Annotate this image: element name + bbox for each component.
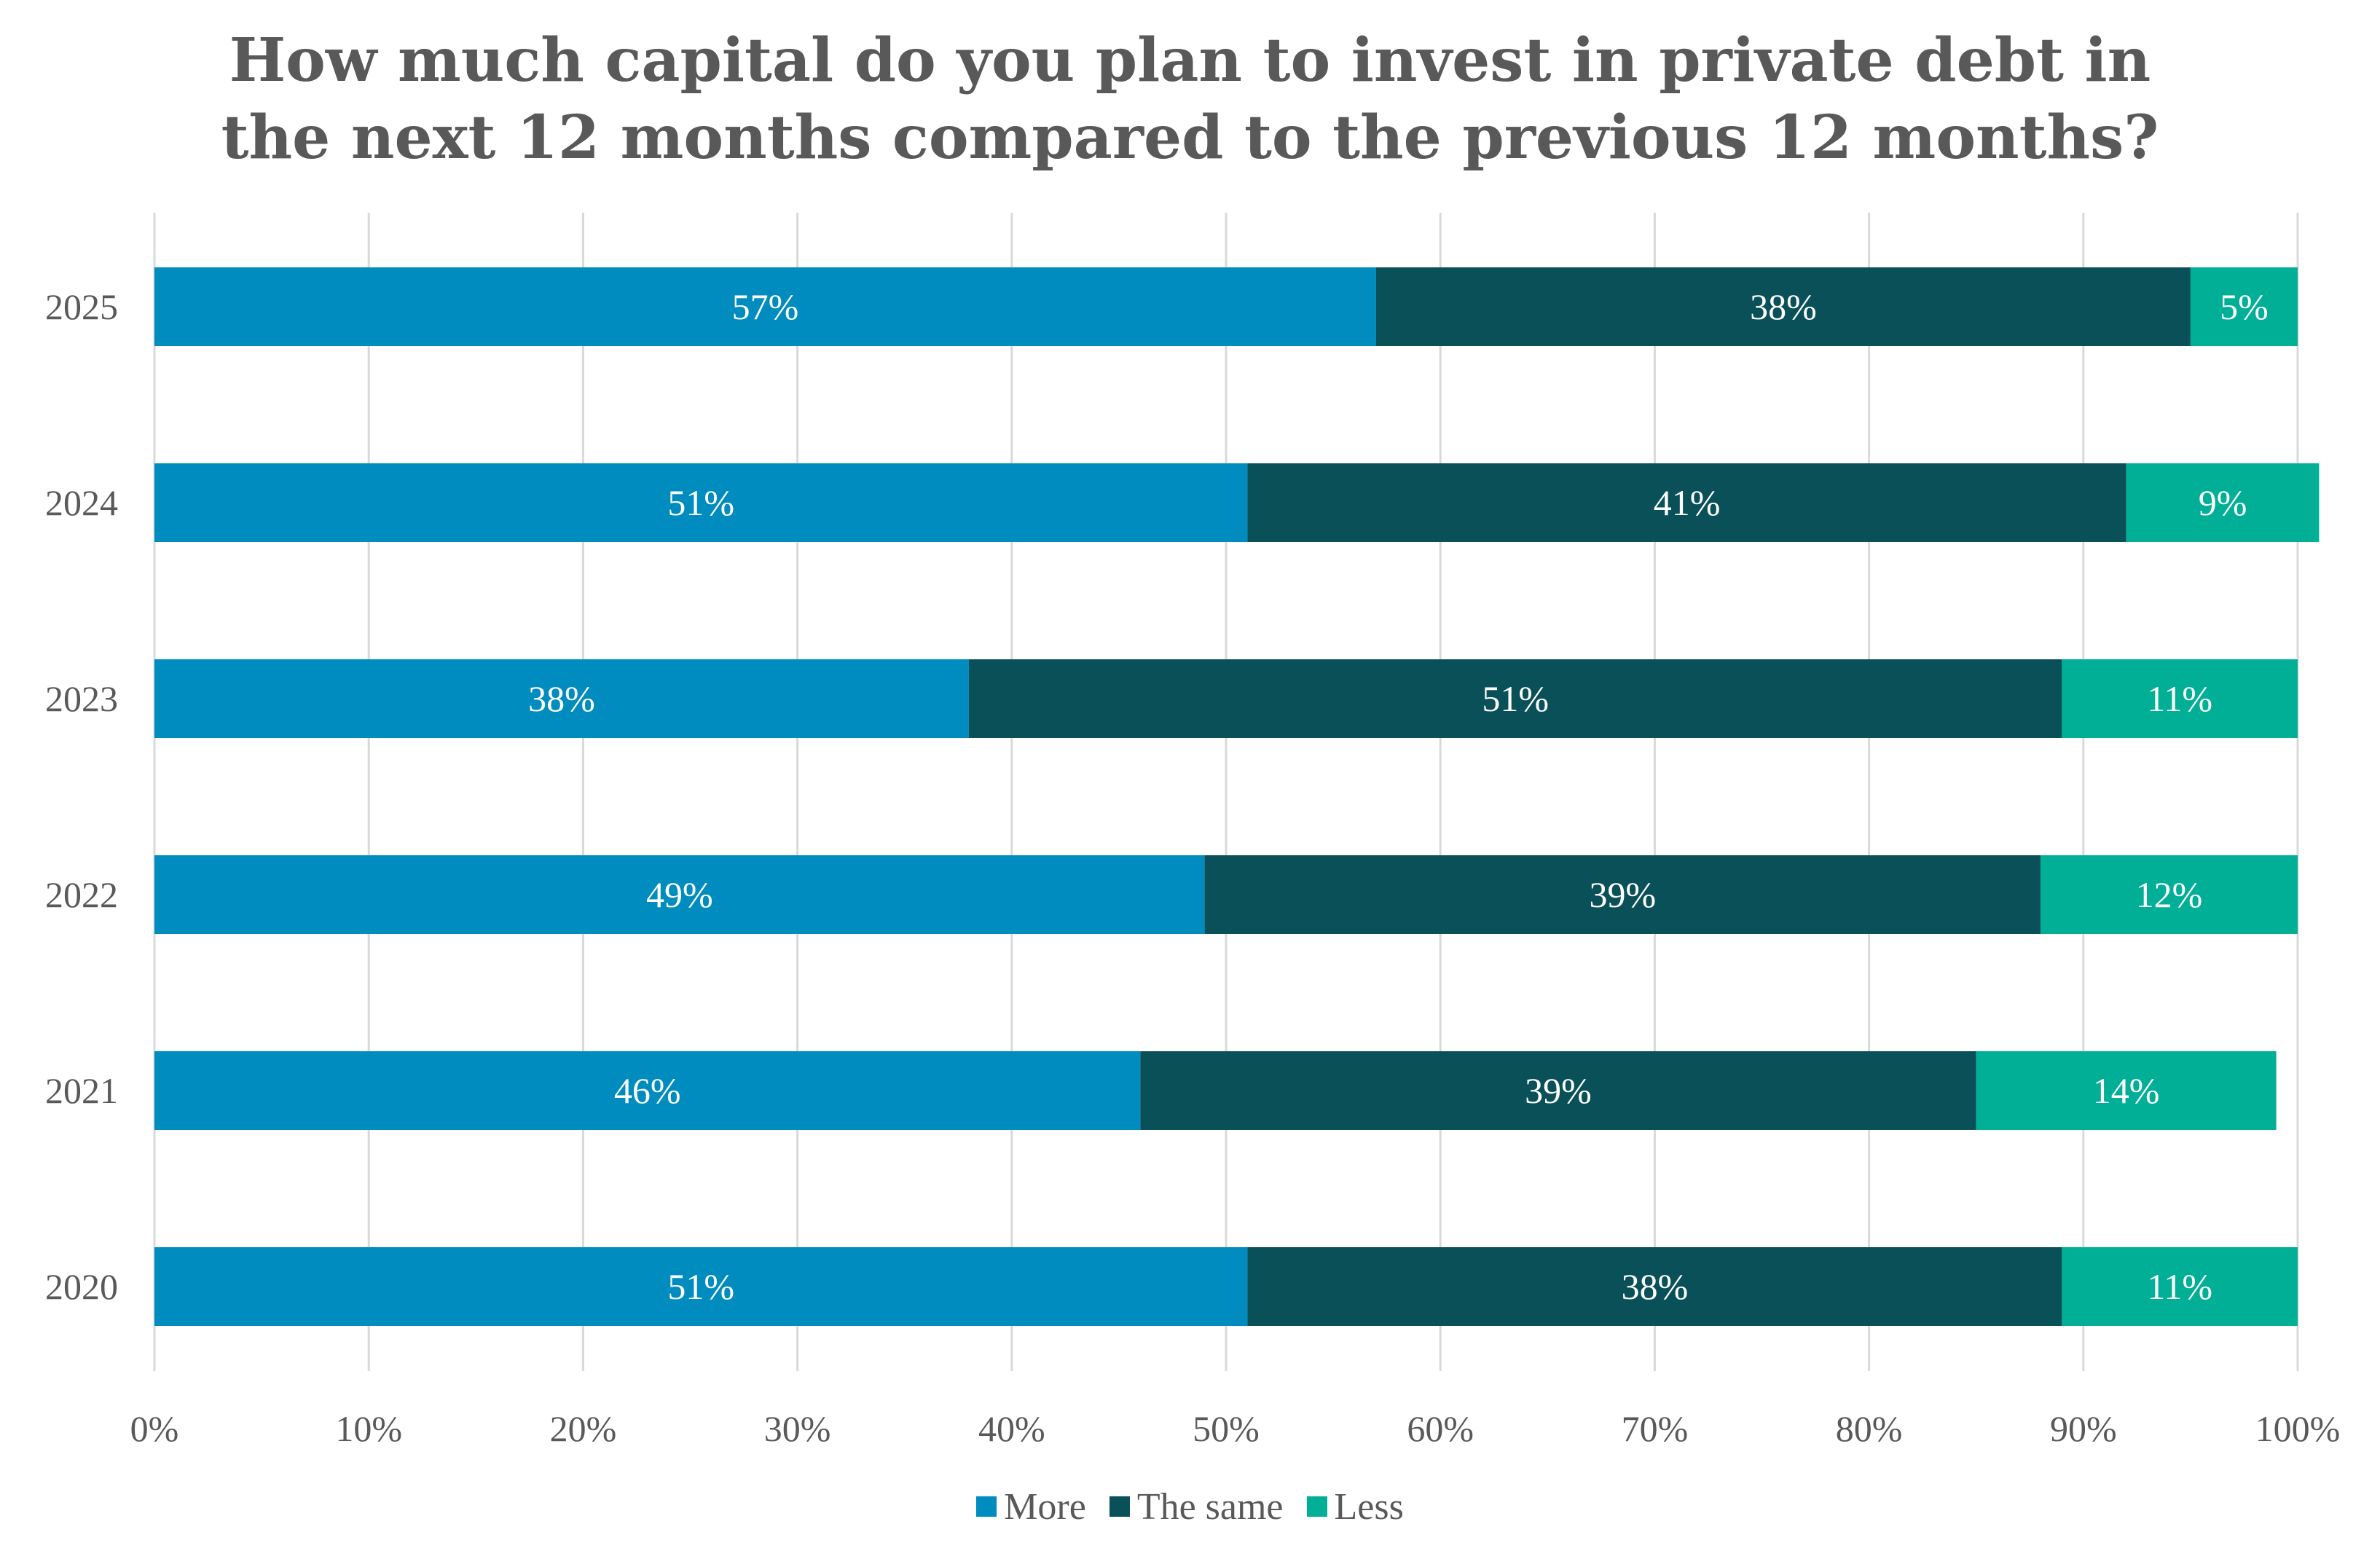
- data-label: 39%: [1589, 874, 1656, 915]
- data-label: 12%: [2136, 874, 2203, 915]
- legend-label-more: More: [1004, 1485, 1086, 1528]
- y-category-label: 2024: [45, 482, 118, 523]
- data-label: 39%: [1525, 1070, 1592, 1111]
- bar-more-2022: [154, 855, 1205, 934]
- bar-the-same-2023: [968, 659, 2062, 738]
- legend-label-less: Less: [1334, 1485, 1404, 1528]
- x-tick-label: 0%: [130, 1408, 179, 1449]
- data-label: 51%: [667, 1266, 734, 1307]
- data-label: 5%: [2220, 286, 2269, 327]
- data-label: 57%: [732, 286, 799, 327]
- x-tick-label: 50%: [1193, 1408, 1260, 1449]
- y-category-label: 2021: [45, 1070, 118, 1111]
- bars: [154, 267, 2320, 1326]
- x-tick-label: 10%: [335, 1408, 402, 1449]
- data-label: 49%: [646, 874, 713, 915]
- x-tick-label: 60%: [1407, 1408, 1474, 1449]
- bar-more-2023: [154, 659, 969, 738]
- legend-swatch-less: [1306, 1496, 1327, 1517]
- bar-less-2021: [1976, 1051, 2277, 1130]
- bar-less-2023: [2062, 659, 2298, 738]
- bar-less-2024: [2126, 463, 2320, 542]
- legend-swatch-the-same: [1109, 1496, 1130, 1517]
- data-label: 51%: [1482, 678, 1549, 719]
- legend-label-the-same: The same: [1136, 1485, 1284, 1528]
- x-tick-label: 30%: [764, 1408, 831, 1449]
- data-label: 38%: [1622, 1266, 1689, 1307]
- bar-more-2021: [154, 1051, 1141, 1130]
- data-labels: 57% 38% 5% 51% 41% 9% 38% 51% 11% 49% 39% 12% 46% 39%…: [528, 286, 2269, 1307]
- chart-title-line-1: How much capital do you plan to invest i…: [229, 25, 2151, 95]
- x-tick-label: 80%: [1836, 1408, 1903, 1449]
- data-label: 11%: [2147, 678, 2212, 719]
- bar-more-2025: [154, 267, 1376, 346]
- chart-title: How much capital do you plan to invest i…: [0, 22, 2380, 176]
- legend-item-the-same: The same: [1109, 1485, 1284, 1528]
- legend: More The same Less: [0, 1485, 2380, 1528]
- legend-item-more: More: [976, 1485, 1086, 1528]
- x-tick-label: 100%: [2255, 1408, 2341, 1449]
- y-category-label: 2025: [45, 286, 118, 327]
- legend-swatch-more: [976, 1496, 997, 1517]
- bar-more-2020: [154, 1247, 1248, 1326]
- x-axis: 0% 10% 20% 30% 40% 50% 60% 70% 80% 90% 100%: [130, 1408, 2341, 1449]
- y-axis: 2025 2024 2023 2022 2021 2020: [45, 286, 118, 1307]
- data-label: 51%: [667, 482, 734, 523]
- data-label: 14%: [2093, 1070, 2160, 1111]
- bar-less-2025: [2190, 267, 2298, 346]
- y-category-label: 2020: [45, 1266, 118, 1307]
- bar-the-same-2021: [1140, 1051, 1976, 1130]
- bar-less-2022: [2040, 855, 2298, 934]
- x-tick-label: 20%: [550, 1408, 617, 1449]
- data-label: 11%: [2147, 1266, 2212, 1307]
- bar-more-2024: [154, 463, 1248, 542]
- legend-item-less: Less: [1306, 1485, 1404, 1528]
- y-category-label: 2022: [45, 874, 118, 915]
- bar-the-same-2020: [1247, 1247, 2062, 1326]
- data-label: 9%: [2199, 482, 2247, 523]
- bar-less-2020: [2062, 1247, 2298, 1326]
- gridlines: [153, 213, 2299, 1371]
- x-tick-label: 40%: [978, 1408, 1045, 1449]
- data-label: 38%: [1750, 286, 1817, 327]
- bar-the-same-2025: [1375, 267, 2191, 346]
- data-label: 38%: [528, 678, 595, 719]
- data-label: 41%: [1654, 482, 1721, 523]
- data-label: 46%: [614, 1070, 681, 1111]
- bar-the-same-2024: [1247, 463, 2126, 542]
- chart-title-line-2: the next 12 months compared to the previ…: [221, 103, 2159, 173]
- y-category-label: 2023: [45, 678, 118, 719]
- x-tick-label: 70%: [1622, 1408, 1689, 1449]
- bar-the-same-2022: [1204, 855, 2041, 934]
- x-tick-label: 90%: [2050, 1408, 2117, 1449]
